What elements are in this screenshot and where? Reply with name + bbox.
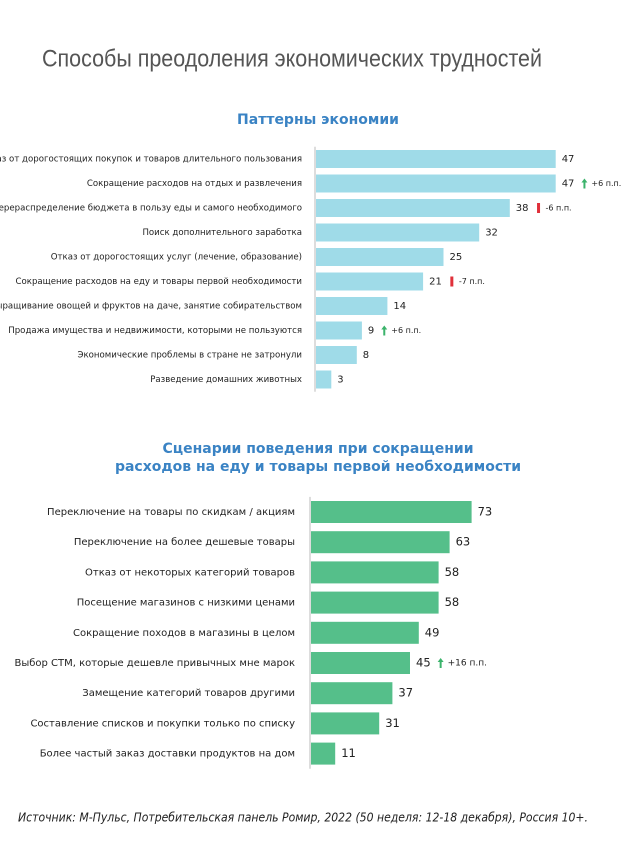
bar: [311, 712, 380, 735]
bar: [316, 174, 556, 193]
bar: [316, 223, 480, 242]
source-note: Источник: М-Пульс, Потребительская панел…: [18, 811, 588, 825]
category-label: Экономические проблемы в стране не затро…: [77, 351, 302, 361]
bar: [316, 248, 444, 266]
value-label: 45: [416, 656, 431, 670]
chart-title: Паттерны экономии: [237, 112, 399, 128]
category-label: Переключение на товары по скидкам / акци…: [47, 507, 295, 518]
value-label: 49: [425, 625, 440, 639]
category-label: Сокращение походов в магазины в целом: [73, 628, 295, 639]
chart-title: расходов на еду и товары первой необходи…: [115, 459, 521, 475]
change-label: +16 п.п.: [448, 659, 487, 669]
category-label: Посещение магазинов с низкими ценами: [77, 598, 295, 609]
chart-title: Сценарии поведения при сокращении: [162, 441, 473, 457]
value-label: 14: [393, 301, 406, 312]
value-label: 58: [445, 595, 460, 609]
category-label: Отказ от дорогостоящих услуг (лечение, о…: [51, 253, 302, 263]
value-label: 58: [445, 565, 460, 579]
change-label: -6 п.п.: [546, 204, 572, 213]
category-label: Составление списков и покупки только по …: [30, 718, 295, 729]
bar: [311, 652, 410, 674]
bar: [316, 150, 556, 168]
value-label: 8: [363, 350, 369, 361]
value-label: 37: [398, 686, 413, 700]
value-label: 25: [450, 252, 463, 263]
down-marker: [537, 203, 541, 213]
value-label: 47: [562, 179, 575, 190]
value-label: 11: [341, 746, 356, 760]
bar: [316, 321, 362, 340]
category-label: Разведение домашних животных: [150, 375, 302, 385]
category-label: Сокращение расходов на еду и товары перв…: [16, 277, 303, 287]
page-title: Способы преодоления экономических трудно…: [42, 45, 542, 72]
value-label: 21: [429, 277, 442, 288]
change-label: +6 п.п.: [391, 326, 421, 335]
category-label: Поиск дополнительного заработка: [142, 228, 302, 238]
value-label: 9: [368, 326, 374, 337]
category-label: Сокращение расходов на отдых и развлечен…: [87, 179, 302, 189]
category-label: Отказ от дорогостоящих покупок и товаров…: [0, 155, 302, 165]
up-arrow: [437, 658, 444, 668]
category-label: Выращивание овощей и фруктов на даче, за…: [0, 302, 302, 312]
down-marker: [450, 276, 454, 287]
value-label: 73: [478, 505, 493, 519]
bar: [316, 199, 510, 217]
category-label: Переключение на более дешевые товары: [74, 537, 295, 548]
change-label: -7 п.п.: [459, 277, 485, 286]
bar: [311, 621, 419, 644]
category-label: Выбор СТМ, которые дешевле привычных мне…: [14, 658, 295, 669]
bar: [311, 531, 450, 554]
bar: [316, 346, 357, 364]
bar: [316, 370, 332, 389]
category-label: Перераспределение бюджета в пользу еды и…: [0, 204, 302, 214]
up-arrow: [581, 178, 588, 189]
value-label: 32: [485, 228, 498, 239]
up-arrow: [381, 325, 388, 336]
category-label: Более частый заказ доставки продуктов на…: [40, 749, 295, 760]
bar: [311, 591, 439, 614]
bar: [316, 297, 388, 315]
category-label: Продажа имущества и недвижимости, которы…: [8, 326, 302, 336]
value-label: 31: [385, 716, 400, 730]
category-label: Отказ от некоторых категорий товаров: [85, 567, 295, 578]
bar: [311, 501, 472, 523]
value-label: 3: [337, 375, 343, 386]
bar: [316, 272, 424, 291]
value-label: 63: [456, 535, 471, 549]
bar: [311, 561, 439, 584]
value-label: 38: [516, 203, 529, 214]
category-label: Замещение категорий товаров другими: [82, 688, 295, 699]
bar: [311, 742, 336, 765]
bar: [311, 682, 393, 705]
value-label: 47: [562, 154, 575, 165]
change-label: +6 п.п.: [591, 179, 621, 188]
